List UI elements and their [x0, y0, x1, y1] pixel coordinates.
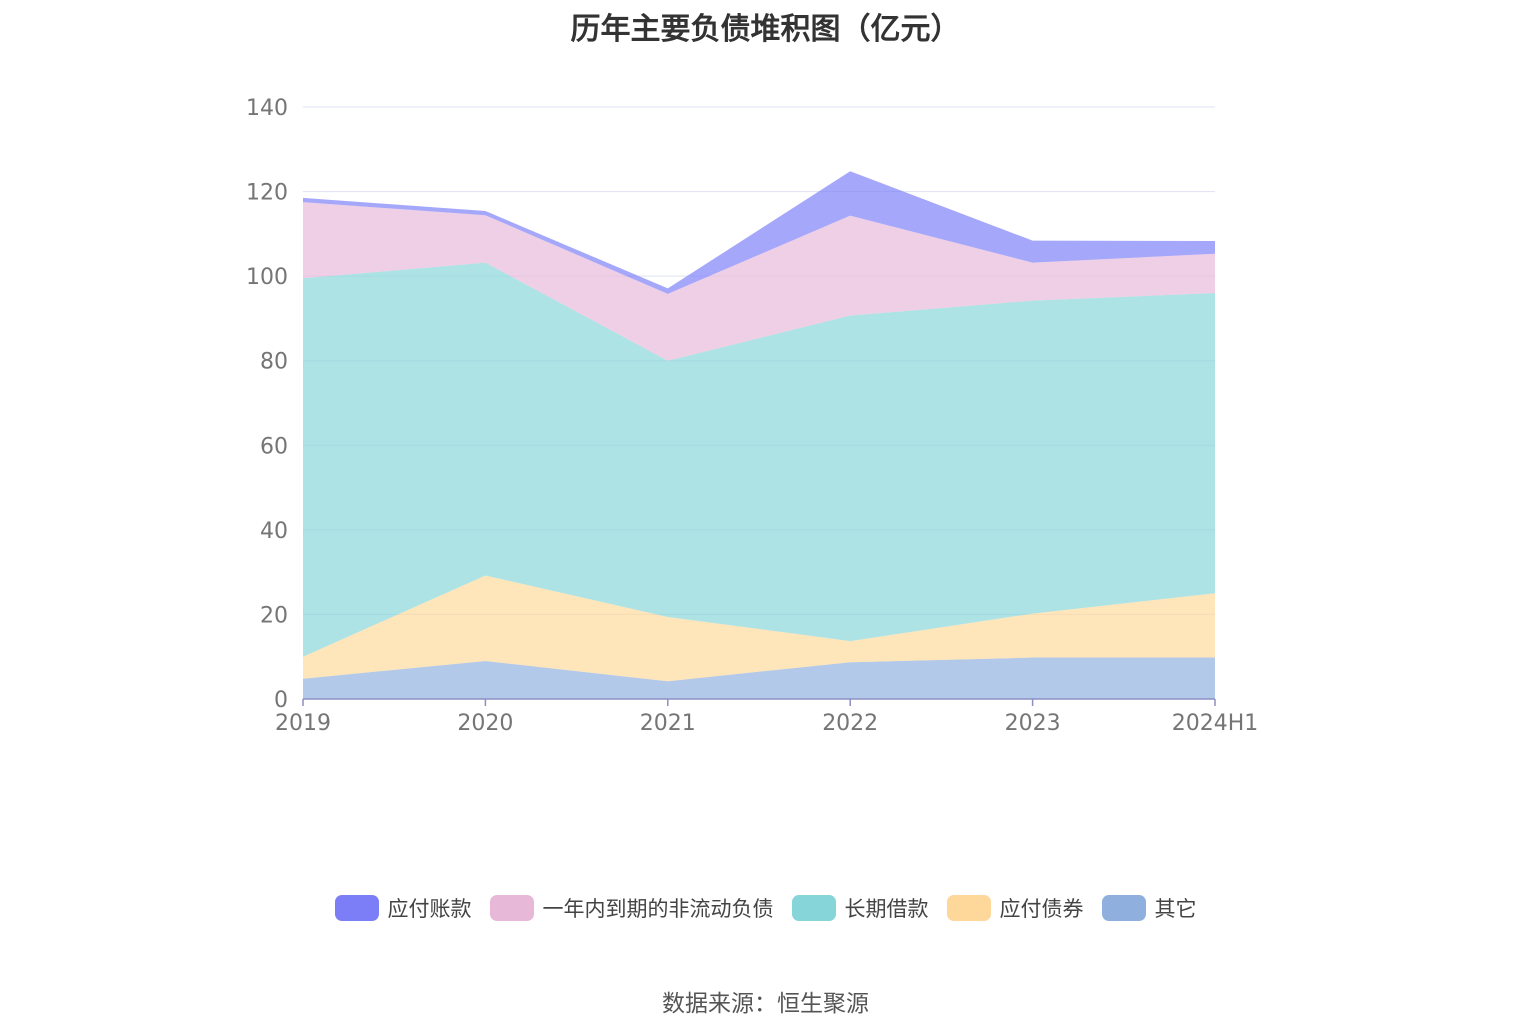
y-tick-label: 20 [260, 603, 288, 628]
legend-item[interactable]: 应付账款 [334, 893, 472, 923]
x-tick-label: 2021 [640, 711, 696, 736]
area-应付账款 [303, 171, 1215, 294]
area-应付债券 [303, 575, 1215, 682]
legend-swatch [334, 895, 379, 921]
y-tick-label: 0 [274, 688, 288, 713]
legend-swatch [946, 895, 991, 921]
chart-title: 历年主要负债堆积图（亿元） [570, 12, 961, 47]
legend-label: 其它 [1154, 897, 1197, 921]
legend-item[interactable]: 长期借款 [791, 893, 929, 923]
x-tick-label: 2023 [1005, 711, 1061, 736]
legend-item[interactable]: 其它 [1101, 893, 1197, 923]
area-series [303, 171, 1215, 699]
area-其它 [303, 657, 1215, 699]
y-tick-label: 80 [260, 350, 288, 375]
legend: 应付账款 一年内到期的非流动负债 长期借款 应付债券 其它 [0, 893, 1531, 923]
x-tick-label: 2024H1 [1172, 711, 1259, 736]
legend-label: 一年内到期的非流动负债 [542, 897, 774, 921]
y-tick-label: 40 [260, 519, 288, 544]
legend-label: 应付账款 [387, 897, 472, 921]
legend-swatch [791, 895, 836, 921]
x-tick-label: 2020 [457, 711, 513, 736]
axes: 2019 2020 2021 2022 2023 2024H1 0 20 40 60 80 100 12… [246, 96, 1258, 736]
legend-swatch [1101, 895, 1146, 921]
legend-swatch [489, 895, 534, 921]
legend-label: 应付债券 [999, 897, 1084, 921]
area-一年内到期的非流动负债 [303, 202, 1215, 361]
y-tick-label: 100 [246, 265, 288, 290]
y-tick-label: 120 [246, 181, 288, 206]
data-source: 数据来源：恒生聚源 [662, 991, 869, 1017]
legend-item[interactable]: 应付债券 [946, 893, 1084, 923]
legend-label: 长期借款 [844, 897, 929, 921]
x-tick-label: 2019 [275, 711, 331, 736]
y-tick-label: 60 [260, 434, 288, 459]
y-tick-label: 140 [246, 96, 288, 121]
area-长期借款 [303, 262, 1215, 657]
legend-item[interactable]: 一年内到期的非流动负债 [489, 893, 774, 923]
x-tick-label: 2022 [822, 711, 878, 736]
